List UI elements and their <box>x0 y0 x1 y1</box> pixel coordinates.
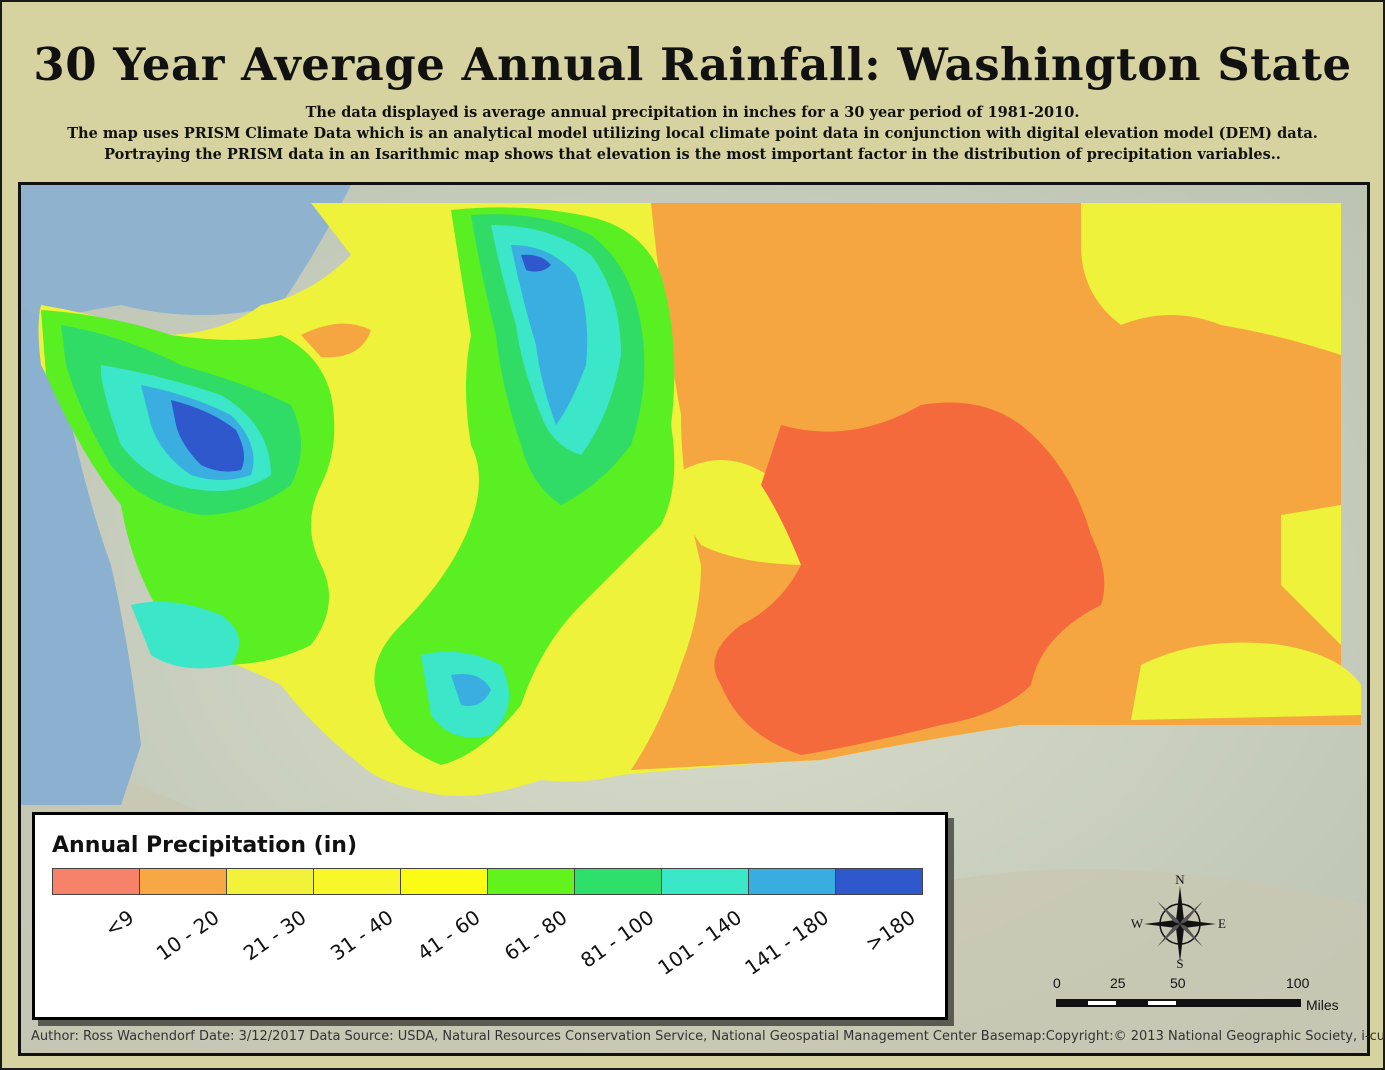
legend-label-141-180: 141 - 180 <box>740 905 833 980</box>
scale-tick-25: 25 <box>1110 975 1126 991</box>
legend-swatch-10-20 <box>140 869 227 894</box>
zone-northeast-yellow <box>1081 203 1341 355</box>
scale-unit: Miles <box>1306 997 1339 1013</box>
legend-swatch-21-30 <box>227 869 314 894</box>
legend-swatch-under-9 <box>53 869 140 894</box>
legend-swatch-101-140 <box>662 869 749 894</box>
legend-swatch-81-100 <box>575 869 662 894</box>
legend-label-61-80: 61 - 80 <box>499 905 572 966</box>
legend-label-over-180: >180 <box>860 905 920 957</box>
footer-credits: Author: Ross Wachendorf Date: 3/12/2017 … <box>31 1029 1385 1044</box>
legend-label-under-9: <9 <box>99 905 138 942</box>
legend-swatch-over-180 <box>836 869 922 894</box>
precipitation-map[interactable] <box>21 185 1367 1053</box>
legend-swatch-61-80 <box>488 869 575 894</box>
compass-south: S <box>1176 956 1183 968</box>
legend-swatches <box>52 868 923 895</box>
scale-bar-graphic <box>1056 999 1301 1007</box>
description-line-3: Portraying the PRISM data in an Isarithm… <box>104 146 1281 163</box>
compass-rose-icon: N S E W <box>1130 872 1226 971</box>
description-line-1: The data displayed is average annual pre… <box>305 104 1080 121</box>
scale-tick-100: 100 <box>1286 975 1310 991</box>
zone-east-yellow <box>1281 505 1341 645</box>
zone-under-9 <box>714 402 1105 755</box>
scale-tick-0: 0 <box>1053 975 1061 991</box>
legend-label-21-30: 21 - 30 <box>238 905 311 966</box>
zone-cascades-141-180 <box>511 245 588 425</box>
zone-olympic-over-180 <box>171 400 245 472</box>
map-title: 30 Year Average Annual Rainfall: Washing… <box>33 38 1352 91</box>
pacific-ocean <box>21 305 141 805</box>
legend-label-41-60: 41 - 60 <box>412 905 485 966</box>
zone-cascades-over-180 <box>521 254 551 272</box>
legend-label-10-20: 10 - 20 <box>151 905 224 966</box>
zone-rainier-141-180 <box>451 674 491 706</box>
legend: Annual Precipitation (in) <9 10 - 20 21 … <box>32 812 948 1020</box>
legend-swatch-141-180 <box>749 869 836 894</box>
zone-coast-101-140 <box>131 601 239 669</box>
description-line-2: The map uses PRISM Climate Data which is… <box>67 125 1318 142</box>
scale-bar: 0 25 50 100 Miles <box>1040 975 1350 1015</box>
legend-swatch-41-60 <box>401 869 488 894</box>
zone-palouse-yellow <box>1131 642 1361 720</box>
zone-rain-shadow <box>301 323 371 358</box>
legend-label-31-40: 31 - 40 <box>325 905 398 966</box>
compass-north: N <box>1175 872 1185 887</box>
compass-west: W <box>1131 916 1144 931</box>
scale-tick-50: 50 <box>1170 975 1186 991</box>
compass-east: E <box>1218 916 1226 931</box>
legend-swatch-31-40 <box>314 869 401 894</box>
legend-title: Annual Precipitation (in) <box>52 833 357 858</box>
legend-label-101-140: 101 - 140 <box>653 905 746 980</box>
puget-sound-strait <box>21 185 351 325</box>
legend-label-81-100: 81 - 100 <box>576 905 659 973</box>
